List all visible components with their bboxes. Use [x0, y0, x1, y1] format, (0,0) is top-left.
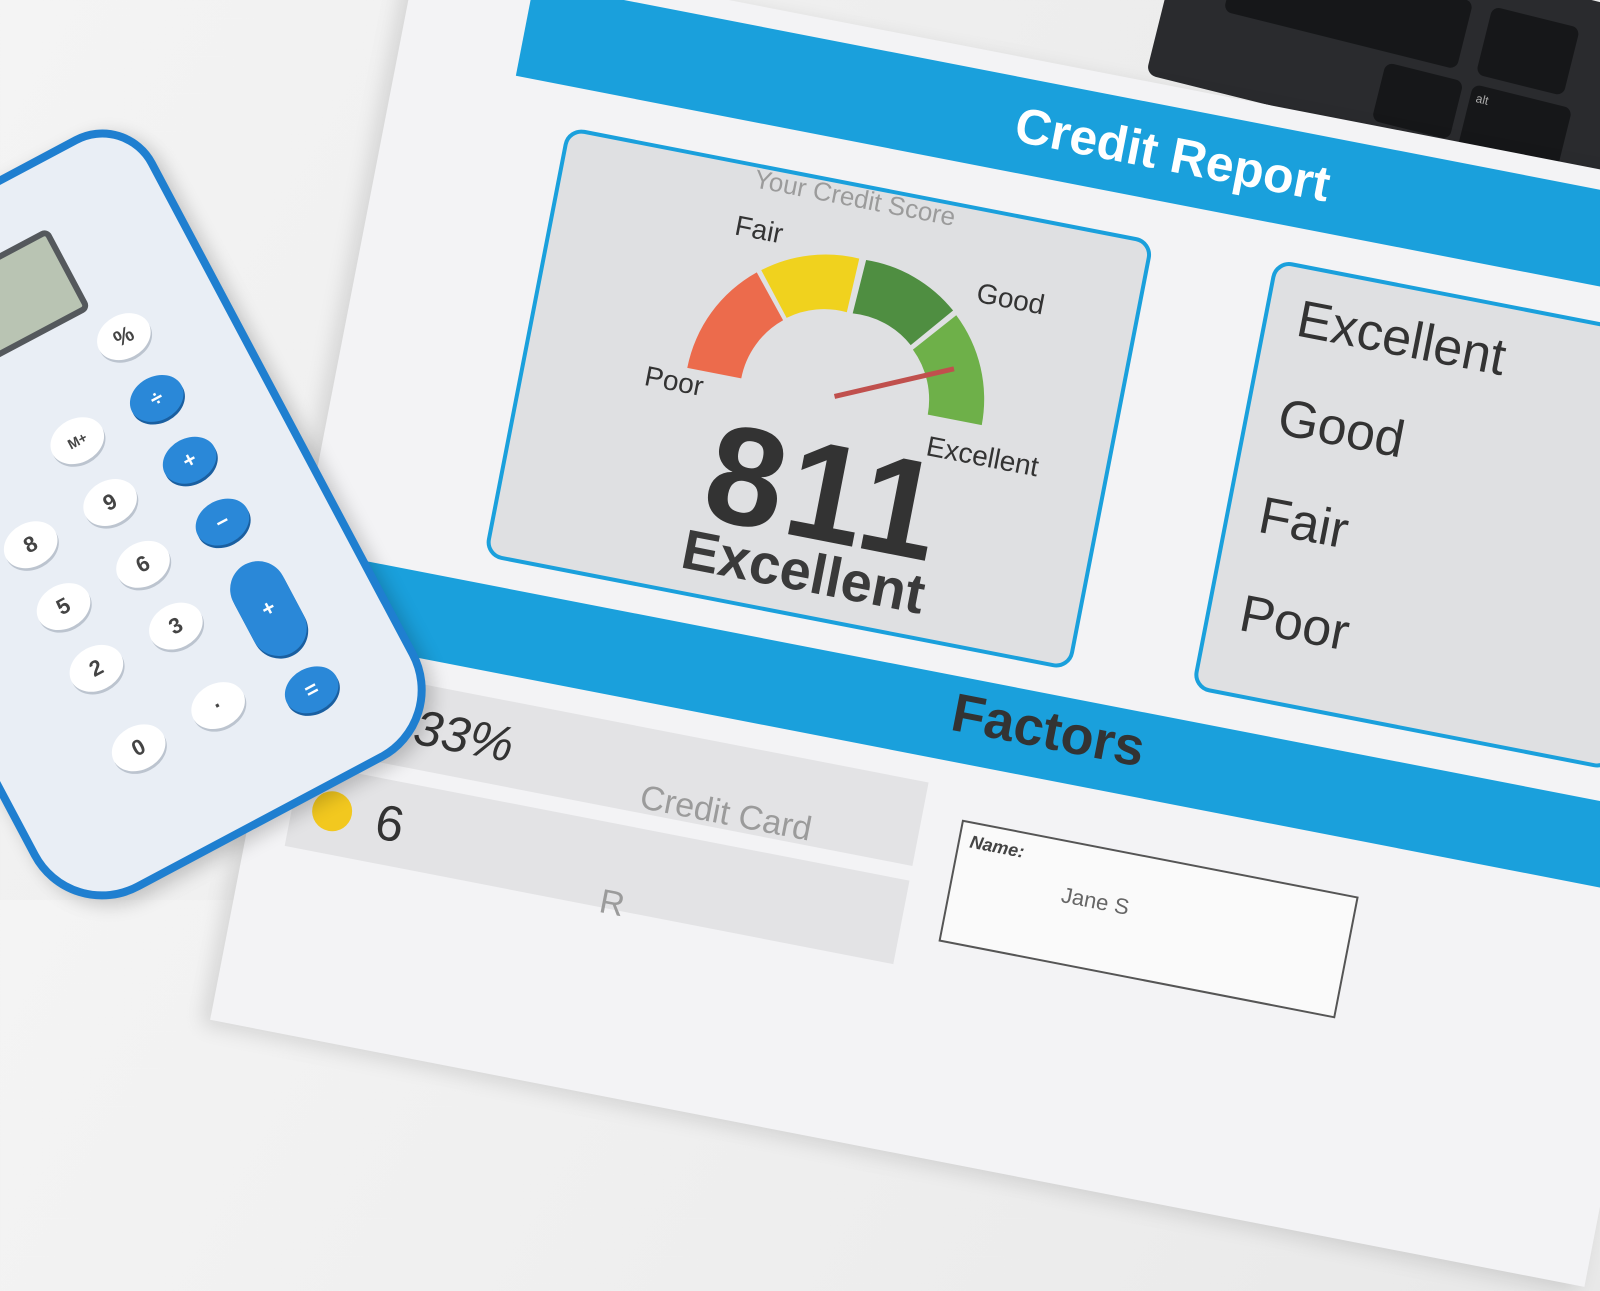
calc-key-minus: −: [187, 489, 258, 555]
calculator-display: [0, 227, 91, 399]
rating-legend-panel: Excellent Good Fair Poor: [1191, 258, 1600, 771]
calc-key-percent: %: [88, 304, 159, 370]
calc-key-2: 2: [61, 635, 132, 701]
calc-key-6: 6: [107, 531, 179, 597]
calc-key-8: 8: [0, 512, 66, 578]
legend-fair: Fair: [1254, 486, 1354, 561]
score-panel: Your Credit Score Poor Fair Good Excelle…: [483, 126, 1155, 671]
keyboard-key: [1475, 6, 1581, 96]
gauge-label-fair: Fair: [732, 210, 785, 250]
legend-excellent: Excellent: [1292, 290, 1511, 388]
legend-good: Good: [1273, 388, 1410, 470]
calc-key-5: 5: [28, 573, 99, 640]
gauge-segment-fair: [761, 254, 860, 318]
name-value: Jane S: [1059, 882, 1132, 920]
calc-key-9: 9: [75, 469, 146, 536]
gauge-segment-poor: [687, 272, 784, 379]
gauge-needle: [833, 366, 955, 399]
name-label: Name:: [968, 831, 1027, 862]
calc-key-mplus: M+: [42, 408, 113, 474]
calc-key-divide: ÷: [121, 365, 192, 431]
gauge-label-good: Good: [974, 277, 1047, 321]
factor-value: 33%: [409, 698, 519, 774]
calc-key-add: +: [220, 551, 317, 666]
calc-key-equals: =: [276, 657, 347, 723]
keyboard-key: [1223, 0, 1474, 70]
gauge-segment-good: [852, 260, 954, 346]
credit-gauge: Poor Fair Good Excellent: [642, 210, 1047, 483]
name-box: Name: Jane S: [938, 819, 1359, 1019]
factor-value: 6: [370, 793, 409, 854]
calc-key-plus: +: [154, 427, 225, 493]
calc-key-3: 3: [140, 593, 211, 659]
calc-key-decimal: ·: [183, 672, 254, 739]
credit-report-document: Credit Report Your Credit Score Poor Fai…: [210, 0, 1600, 1287]
legend-poor: Poor: [1235, 584, 1355, 663]
factor-label: R: [596, 882, 628, 925]
calc-key-0: 0: [103, 715, 174, 781]
